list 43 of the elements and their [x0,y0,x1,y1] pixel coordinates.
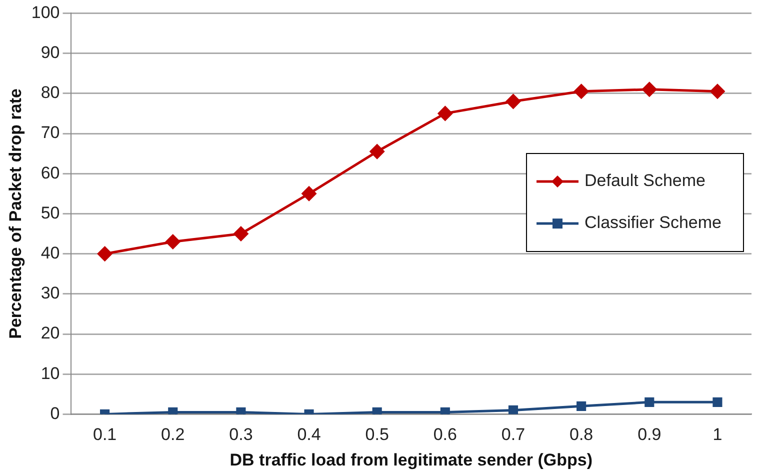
y-tick-label: 50 [40,203,60,222]
point [234,226,248,241]
x-tick-label: 0.1 [92,425,117,444]
y-tick-label: 90 [40,42,60,62]
point [644,397,654,407]
x-tick-label: 0.5 [365,425,389,444]
legend-label: Default Scheme [584,171,706,190]
point [576,401,586,411]
point [98,246,112,262]
x-tick-label: 0.2 [161,425,185,444]
point [438,106,452,121]
y-tick-label: 0 [50,404,60,423]
y-tick-label: 80 [40,83,60,102]
point [236,407,246,414]
y-tick-label: 100 [31,2,60,22]
point [302,186,316,201]
point [710,84,725,99]
x-tick-label: 0.9 [638,425,662,444]
y-tick-label: 70 [40,123,60,142]
legend-label: Classifier Scheme [584,213,722,232]
x-tick-label: 0.4 [297,425,321,444]
x-tick-label: 0.8 [569,425,594,444]
y-tick-label: 10 [40,364,60,383]
x-tick-label: 1 [712,425,722,444]
point [642,82,657,97]
point [440,407,450,414]
x-tick-label: 0.7 [501,425,526,444]
point [166,234,180,250]
x-tick-label: 0.3 [229,425,253,444]
point [372,407,382,414]
x-axis-title: DB traffic load from legitimate sender (Gbps) [230,450,592,470]
y-tick-label: 30 [40,284,60,303]
point [574,84,589,99]
y-axis-title: Percentage of Packet drop rate [6,88,25,339]
point [508,405,518,414]
point [712,397,722,407]
point [370,144,384,159]
y-tick-label: 60 [40,163,60,182]
x-tick-label: 0.6 [433,425,457,444]
point [168,407,178,414]
y-tick-label: 20 [40,324,60,343]
y-tick-label: 40 [40,243,60,262]
point [506,94,520,109]
